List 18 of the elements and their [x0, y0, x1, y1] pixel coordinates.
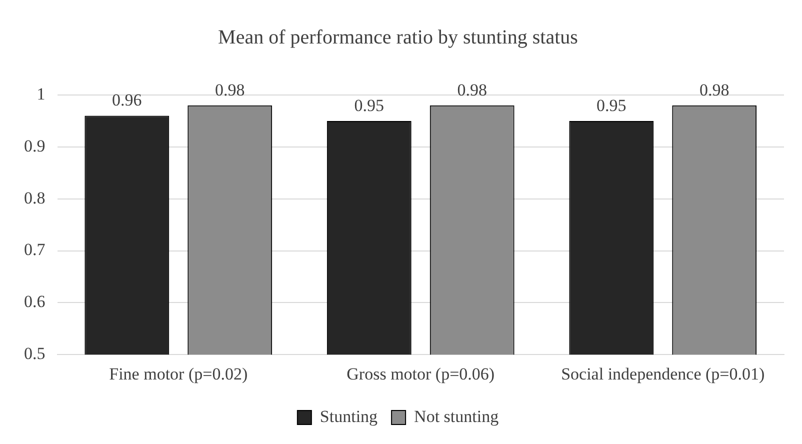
y-tick-label: 0.7 — [24, 240, 46, 260]
x-tick-label: Gross motor (p=0.06) — [346, 364, 495, 384]
data-label: 0.96 — [112, 90, 142, 110]
y-tick-label: 0.8 — [24, 188, 46, 208]
y-tick-label: 0.9 — [24, 136, 46, 156]
chart-title: Mean of performance ratio by stunting status — [218, 26, 578, 48]
y-tick-label: 0.5 — [24, 344, 46, 364]
x-tick-label: Social independence (p=0.01) — [561, 364, 765, 384]
data-label: 0.95 — [354, 96, 384, 115]
data-label: 0.95 — [596, 96, 626, 115]
legend-label: Not stunting — [414, 406, 500, 426]
y-tick-label: 0.6 — [24, 292, 46, 312]
legend-label: Stunting — [320, 406, 378, 426]
data-label: 0.98 — [699, 80, 730, 100]
data-label: 0.98 — [457, 80, 487, 100]
x-tick-label: Fine motor (p=0.02) — [109, 364, 248, 384]
data-label: 0.98 — [214, 80, 245, 100]
y-tick-label: 1 — [36, 84, 46, 104]
